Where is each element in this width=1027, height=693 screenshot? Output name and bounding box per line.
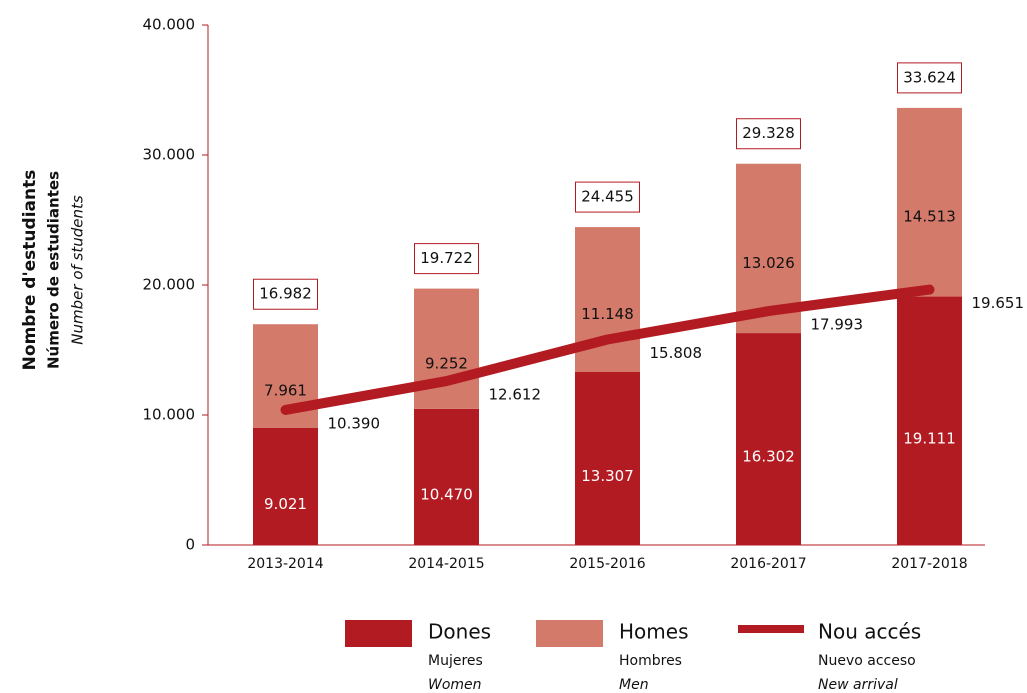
legend-swatch	[536, 620, 603, 647]
value-label: 9.021	[264, 495, 307, 513]
line-value-label: 19.651	[972, 294, 1025, 312]
legend-sublabel: Hombres	[619, 653, 682, 669]
x-tick-label: 2015-2016	[569, 556, 645, 572]
value-label: 13.026	[742, 254, 795, 272]
bar-segment	[414, 408, 479, 545]
total-label: 16.982	[259, 285, 312, 303]
total-box	[253, 278, 318, 310]
legend-swatch	[345, 620, 412, 647]
bar-segment	[736, 333, 801, 545]
value-label: 9.252	[425, 354, 468, 372]
value-label: 7.961	[264, 381, 307, 399]
total-box	[736, 118, 801, 150]
value-label: 13.307	[581, 467, 634, 485]
legend-label: Nou accés	[818, 620, 921, 644]
legend-label: Homes	[619, 620, 688, 644]
y-tick-label: 10.000	[143, 406, 196, 424]
legend-sublabel: Nuevo acceso	[818, 653, 916, 669]
legend-sublabel: Mujeres	[428, 653, 483, 669]
x-tick-label: 2013-2014	[247, 556, 323, 572]
y-tick-label: 20.000	[143, 276, 196, 294]
bar-segment	[575, 372, 640, 545]
value-label: 10.470	[420, 485, 473, 503]
value-label: 19.111	[903, 429, 956, 447]
legend-label: Dones	[428, 620, 491, 644]
y-tick-label: 30.000	[143, 146, 196, 164]
bar-segment	[414, 288, 479, 409]
bar-segment	[253, 427, 318, 545]
line-series	[280, 284, 935, 415]
y-tick-label: 40.000	[143, 16, 196, 34]
total-box	[897, 62, 962, 94]
y-axis-title: Nombre d'estudiants Número de estudiante…	[20, 170, 87, 371]
line-value-label: 15.808	[650, 344, 703, 362]
x-tick-label: 2014-2015	[408, 556, 484, 572]
y-label: Number of students	[69, 195, 87, 345]
total-box	[575, 181, 640, 213]
legend-sublabel: Women	[428, 677, 482, 693]
legend-sublabel: Men	[619, 677, 649, 693]
total-box	[414, 243, 479, 275]
total-label: 19.722	[420, 249, 473, 267]
line-value-label: 12.612	[489, 386, 542, 404]
total-label: 29.328	[742, 124, 795, 142]
total-label: 24.455	[581, 188, 634, 206]
y-label: Nombre d'estudiants	[20, 170, 40, 371]
line-value-label: 10.390	[328, 414, 381, 432]
line-value-label: 17.993	[811, 316, 864, 334]
bar-segment	[897, 107, 962, 297]
x-tick-label: 2017-2018	[891, 556, 967, 572]
y-label: Número de estudiantes	[45, 171, 63, 369]
bar-segment	[897, 296, 962, 545]
y-tick-label: 0	[185, 536, 195, 554]
legend-sublabel: New arrival	[818, 677, 898, 693]
x-tick-label: 2016-2017	[730, 556, 806, 572]
value-label: 11.148	[581, 305, 634, 323]
total-label: 33.624	[903, 68, 956, 86]
value-label: 16.302	[742, 448, 795, 466]
value-label: 14.513	[903, 208, 956, 226]
